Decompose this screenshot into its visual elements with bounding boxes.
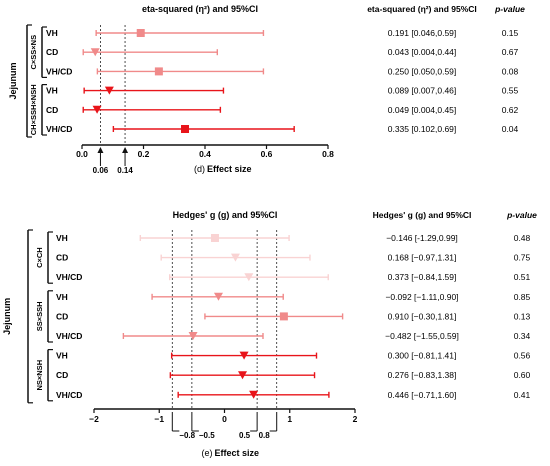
ci-value-text: 0.373 [−0.84,1.59] [388, 272, 457, 282]
row-label: CD [46, 105, 58, 115]
x-tick-label: 0.4 [199, 149, 211, 159]
ci-value-text: −0.482 [−1.55,0.59] [385, 331, 459, 341]
point-estimate-marker [239, 351, 249, 360]
p-value-text: 0.48 [514, 233, 531, 243]
group-label: CH×SSH×NSH [29, 84, 38, 135]
row-label: VH/CD [56, 272, 82, 282]
panel-title: Hedges' g (g) and 95%CI [173, 210, 278, 220]
reference-label: 0.5 [239, 431, 251, 440]
ci-value-text: 0.335 [0.102,0.69] [388, 124, 457, 134]
p-value-text: 0.41 [514, 390, 531, 400]
point-estimate-marker [90, 48, 100, 57]
ci-value-text: 0.191 [0.046,0.59] [388, 28, 457, 38]
p-value-text: 0.75 [514, 253, 531, 263]
row-label: VH [56, 351, 68, 361]
point-estimate-marker [92, 105, 102, 114]
ci-value-text: −0.146 [-1.29,0.99] [386, 233, 458, 243]
ci-value-text: 0.250 [0.050,0.59] [388, 66, 457, 76]
reference-label: 0.14 [117, 166, 133, 175]
ci-value-text: 0.446 [−0.71,1.60] [388, 390, 457, 400]
row-label: VH [56, 292, 68, 302]
p-value-text: 0.62 [502, 105, 519, 115]
point-estimate-marker [104, 86, 114, 95]
ci-value-text: 0.168 [−0.97,1.31] [388, 253, 457, 263]
point-estimate-marker [188, 332, 198, 340]
p-value-text: 0.08 [502, 66, 519, 76]
x-tick-label: 0.6 [261, 149, 273, 159]
row-label: VH [56, 233, 68, 243]
p-value-text: 0.51 [514, 272, 531, 282]
x-tick-label: 1 [287, 414, 292, 424]
p-value-text: 0.34 [514, 331, 531, 341]
row-label: CD [56, 370, 68, 380]
x-tick-label: 0 [222, 414, 227, 424]
p-value-text: 0.04 [502, 124, 519, 134]
ci-column-header: Hedges' g (g) and 95%CI [373, 210, 472, 220]
ci-column-header: eta-squared (η²) and 95%CI [367, 4, 477, 14]
ci-value-text: 0.300 [−0.81,1.41] [388, 351, 457, 361]
x-axis-label: Effect size [215, 448, 260, 458]
panel-title: eta-squared (η²) and 95%CI [142, 4, 258, 14]
row-label: VH/CD [56, 390, 82, 400]
ci-value-text: 0.089 [0.007,0.46] [388, 86, 457, 96]
p-value-text: 0.55 [502, 86, 519, 96]
x-tick-label: −1 [154, 414, 164, 424]
x-axis-label: Effect size [207, 164, 252, 174]
row-label: VH [46, 86, 58, 96]
panel-label: (d) [194, 164, 205, 174]
row-label: CD [46, 47, 58, 57]
point-estimate-marker [230, 253, 240, 262]
x-tick-label: 0.8 [322, 149, 334, 159]
p-value-text: 0.15 [502, 28, 519, 38]
row-label: CD [56, 253, 68, 263]
x-tick-label: 0.0 [76, 149, 88, 159]
point-estimate-marker [244, 273, 254, 282]
x-tick-label: −2 [89, 414, 99, 424]
p-value-text: 0.56 [514, 351, 531, 361]
group-label: C×SS×NS [29, 35, 38, 70]
reference-label: −0.8 [179, 431, 195, 440]
point-estimate-marker [238, 371, 248, 380]
panel-label: (e) [202, 448, 213, 458]
p-value-text: 0.60 [514, 370, 531, 380]
reference-arrow [122, 147, 129, 153]
row-label: VH/CD [56, 331, 82, 341]
point-estimate-marker [136, 29, 145, 37]
p-value-column-header: p-value [494, 4, 525, 14]
p-value-text: 0.13 [514, 311, 531, 321]
group-label: NS×NSH [35, 360, 44, 391]
ci-value-text: 0.276 [−0.83,1.38] [388, 370, 457, 380]
row-label: VH/CD [46, 66, 72, 76]
point-estimate-marker [279, 312, 288, 321]
point-estimate-marker [154, 67, 163, 76]
ci-value-text: −0.092 [−1.11,0.90] [385, 292, 458, 302]
group-label: SS×SSH [35, 301, 44, 331]
outer-group-label: Jejunum [8, 62, 18, 99]
point-estimate-marker [213, 292, 223, 301]
reference-label: 0.06 [93, 166, 109, 175]
p-value-text: 0.67 [502, 47, 519, 57]
ci-value-text: 0.049 [0.004,0.45] [388, 105, 457, 115]
x-tick-label: 0.2 [138, 149, 150, 159]
row-label: CD [56, 311, 68, 321]
outer-group-label: Jejunum [2, 298, 12, 335]
group-label: C×CH [35, 247, 44, 268]
point-estimate-marker [181, 125, 190, 133]
point-estimate-marker [249, 390, 259, 399]
row-label: VH [46, 28, 58, 38]
x-tick-label: 2 [353, 414, 358, 424]
ci-value-text: 0.043 [0.004,0.44] [388, 47, 457, 57]
row-label: VH/CD [46, 124, 72, 134]
reference-label: 0.8 [259, 431, 271, 440]
reference-arrow [97, 147, 104, 153]
p-value-column-header: p-value [506, 210, 537, 220]
reference-label: −0.5 [199, 431, 215, 440]
ci-value-text: 0.910 [−0.30,1.81] [388, 311, 457, 321]
point-estimate-marker [210, 234, 219, 242]
p-value-text: 0.85 [514, 292, 531, 302]
